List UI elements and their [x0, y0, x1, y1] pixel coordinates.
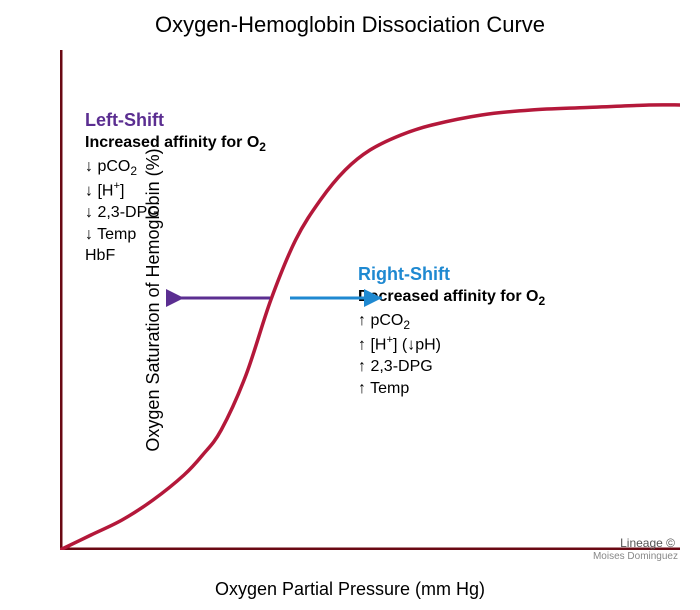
- right-shift-item: ↑ pCO2: [358, 310, 545, 333]
- left-shift-subhead: Increased affinity for O2: [85, 132, 266, 155]
- left-shift-item: ↓ [H+]: [85, 179, 266, 202]
- left-shift-item: ↓ pCO2: [85, 156, 266, 179]
- right-shift-heading: Right-Shift: [358, 262, 545, 286]
- right-shift-subhead: Decreased affinity for O2: [358, 286, 545, 309]
- left-shift-item: ↓ 2,3-DPG: [85, 202, 266, 224]
- credit-text: Lineage ©: [620, 536, 675, 550]
- left-shift-item: ↓ Temp: [85, 224, 266, 246]
- chart-title: Oxygen-Hemoglobin Dissociation Curve: [0, 12, 700, 38]
- x-axis-label: Oxygen Partial Pressure (mm Hg): [0, 579, 700, 600]
- author-text: Moises Dominguez: [593, 551, 678, 562]
- figure-container: Oxygen-Hemoglobin Dissociation Curve Oxy…: [0, 0, 700, 610]
- left-shift-item: HbF: [85, 245, 266, 267]
- right-shift-item: ↑ 2,3-DPG: [358, 356, 545, 378]
- left-shift-annotation: Left-Shift Increased affinity for O2 ↓ p…: [85, 108, 266, 267]
- right-shift-item: ↑ Temp: [358, 378, 545, 400]
- right-shift-annotation: Right-Shift Decreased affinity for O2 ↑ …: [358, 262, 545, 399]
- left-shift-items: ↓ pCO2↓ [H+]↓ 2,3-DPG↓ TempHbF: [85, 156, 266, 267]
- left-shift-heading: Left-Shift: [85, 108, 266, 132]
- right-shift-items: ↑ pCO2↑ [H+] (↓pH)↑ 2,3-DPG↑ Temp: [358, 310, 545, 399]
- right-shift-item: ↑ [H+] (↓pH): [358, 333, 545, 356]
